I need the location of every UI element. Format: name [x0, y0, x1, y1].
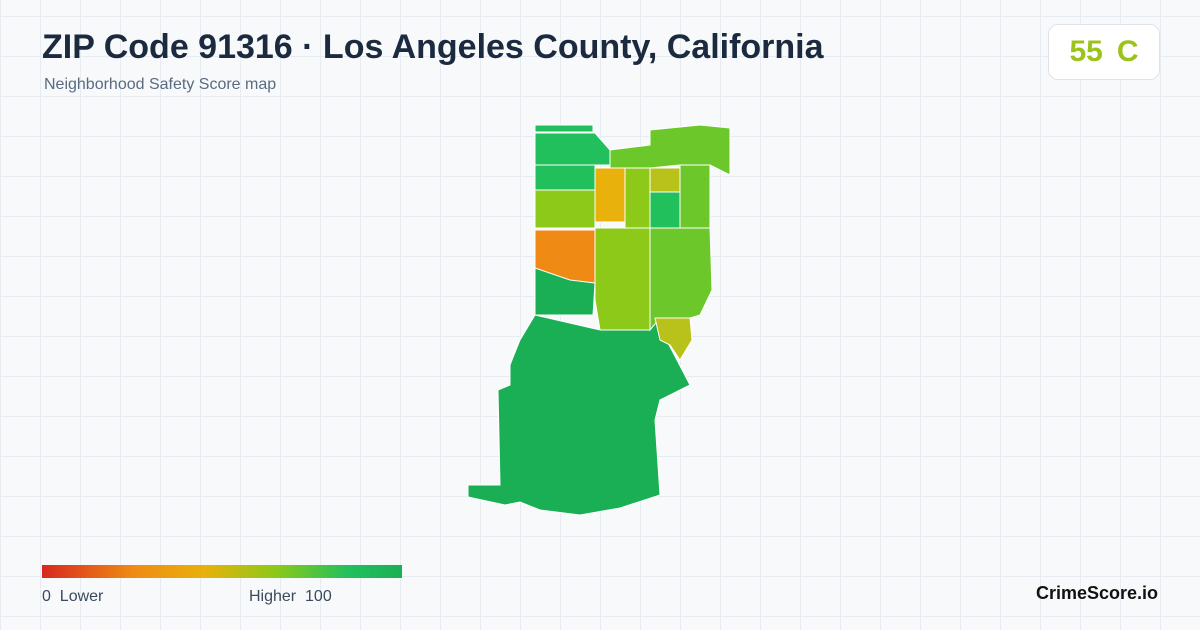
area — [679, 164, 711, 229]
legend-min-label: Lower — [59, 588, 104, 605]
legend-min: 0 Lower — [42, 588, 103, 606]
area — [534, 229, 596, 284]
area — [467, 314, 691, 516]
area — [649, 227, 713, 332]
area — [594, 167, 626, 223]
area — [534, 124, 594, 133]
area — [534, 189, 596, 229]
area — [534, 164, 596, 191]
legend-gradient — [42, 565, 402, 578]
grade: C — [1116, 35, 1139, 68]
legend-max: Higher 100 — [249, 588, 332, 606]
area — [649, 191, 681, 229]
subtitle: Neighborhood Safety Score map — [44, 76, 277, 93]
brand: CrimeScore.io — [1035, 583, 1158, 603]
area — [654, 317, 693, 361]
area — [649, 167, 681, 193]
area — [624, 167, 651, 229]
area — [534, 132, 611, 166]
title: ZIP Code 91316 · Los Angeles County, Cal… — [42, 28, 824, 66]
legend-min-value: 0 — [42, 588, 51, 605]
area — [594, 227, 651, 331]
score-badge: 55 C — [1048, 24, 1160, 80]
legend-max-label: Higher — [249, 588, 297, 605]
legend-max-value: 100 — [305, 588, 332, 605]
score: 55 — [1069, 35, 1103, 68]
